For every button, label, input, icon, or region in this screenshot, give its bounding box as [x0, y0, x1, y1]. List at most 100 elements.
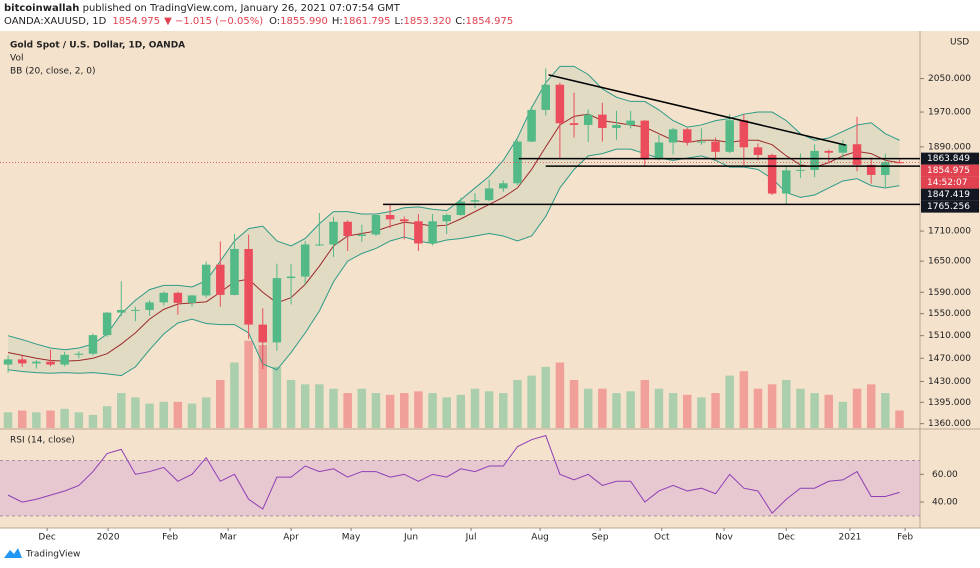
volume-bar: [555, 362, 565, 428]
footer: TradingView: [25, 550, 80, 560]
ohlc-value: 1861.795: [343, 16, 391, 27]
ohlc-key: H:: [332, 16, 343, 27]
candle-body: [513, 141, 522, 184]
volume-bar: [725, 375, 734, 428]
candle-body: [753, 147, 763, 155]
axis-background: [920, 31, 980, 528]
y-tick-label: 1360.000: [928, 419, 971, 429]
candle-body: [414, 221, 423, 244]
volume-bar: [117, 393, 126, 428]
price-tag-label: 14:52:07: [927, 178, 967, 188]
bb-lower: [8, 148, 900, 377]
volume-bar: [442, 397, 451, 428]
candle-body: [173, 292, 183, 303]
symbol: OANDA:XAUUSD, 1D: [4, 16, 107, 27]
plot-area: [0, 65, 920, 428]
candle-body: [640, 120, 650, 160]
ohlc-value: 1855.990: [280, 16, 328, 27]
ohlc-key: C:: [455, 16, 465, 27]
candle-body: [739, 120, 749, 148]
candle-body: [131, 309, 140, 311]
bb-upper: [7, 65, 900, 351]
y-tick-label: 1970.000: [928, 108, 971, 118]
candle-body: [852, 144, 862, 165]
bb-legend: BB (20, close, 2, 0): [10, 67, 95, 77]
volume-bar: [187, 403, 197, 428]
rsi-tick-label: 60.00: [932, 470, 958, 480]
volume-bar: [173, 401, 183, 428]
price-tag: [921, 188, 979, 201]
y-tick-label: 1510.000: [928, 331, 971, 341]
candle-body: [315, 244, 324, 246]
ohlc-value: 1854.975: [466, 16, 514, 27]
x-tick-label: Mar: [220, 533, 237, 543]
volume-bar: [881, 393, 890, 428]
candle-body: [385, 214, 395, 220]
volume-legend: Vol: [10, 54, 23, 64]
x-tick-label: Nov: [715, 533, 733, 543]
candle-body: [569, 123, 579, 125]
volume-bar: [470, 388, 480, 428]
candle-body: [159, 292, 168, 303]
candle-body: [456, 201, 466, 215]
y-tick-label: 1430.000: [928, 377, 971, 387]
volume-bar: [824, 394, 833, 428]
volume-bar: [767, 384, 777, 428]
price-tag-label: 1847.419: [927, 190, 970, 200]
volume-bar: [272, 366, 282, 428]
candle-body: [400, 219, 409, 222]
x-tick-label: Aug: [531, 533, 549, 543]
volume-bar: [244, 340, 253, 428]
candle-body: [824, 150, 833, 153]
volume-bar: [866, 384, 876, 428]
volume-bar: [895, 410, 904, 428]
candle-body: [117, 309, 126, 313]
candle-body: [881, 162, 890, 175]
volume-bar: [3, 412, 13, 428]
volume-bar: [159, 401, 168, 428]
logo: [4, 548, 22, 558]
price-tag: [921, 200, 979, 213]
volume-bar: [343, 393, 352, 428]
volume-bar: [682, 394, 692, 428]
candle-body: [145, 302, 154, 310]
candle-body: [88, 335, 98, 354]
candle-body: [258, 324, 268, 343]
candle-body: [3, 359, 13, 365]
candle-body: [187, 295, 197, 303]
volume-bar: [838, 401, 848, 428]
candle-body: [357, 234, 367, 237]
candle-body: [838, 144, 848, 153]
volume-bar: [216, 379, 225, 428]
x-tick-label: 2020: [97, 533, 120, 543]
candle-body: [300, 244, 310, 277]
volume-bar: [230, 362, 239, 428]
x-tick-label: Jun: [403, 533, 418, 543]
volume-bar: [357, 388, 367, 428]
volume-bar: [484, 391, 494, 428]
trendline: [548, 74, 846, 146]
candle-body: [442, 214, 451, 222]
currency-label: USD: [950, 38, 969, 48]
volume-bar: [612, 393, 621, 428]
candle-body: [682, 129, 692, 143]
volume-bar: [711, 393, 720, 428]
volume-bar: [60, 408, 69, 428]
volume-bar: [640, 379, 650, 428]
volume-bar: [74, 412, 84, 428]
volume-bar: [46, 410, 55, 428]
volume-bar: [300, 384, 310, 428]
price-tag-label: 1863.849: [927, 154, 970, 164]
x-tick-label: Feb: [897, 533, 913, 543]
volume-bar: [400, 393, 409, 428]
candle-body: [796, 169, 805, 171]
x-tick-label: Jul: [465, 533, 477, 543]
y-tick-label: 1550.000: [928, 309, 971, 319]
candle-body: [343, 221, 352, 237]
candle-body: [767, 154, 777, 194]
rsi-legend: RSI (14, close): [10, 436, 75, 446]
volume-bar: [697, 397, 706, 428]
candle-body: [272, 278, 282, 343]
header-line: bitcoinwallah published on TradingView.c…: [4, 3, 401, 14]
